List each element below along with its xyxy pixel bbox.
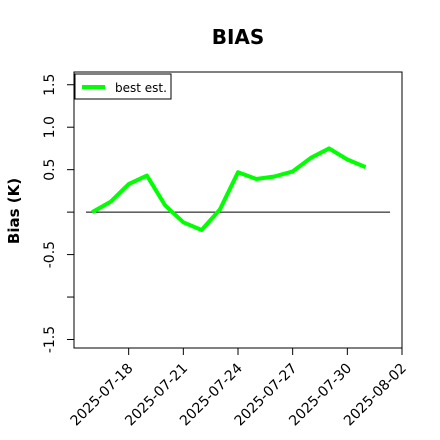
y-tick-label: 0.5	[42, 159, 58, 181]
plot-frame	[73, 71, 403, 349]
y-tick-label: 1.0	[42, 116, 58, 138]
y-tick-label: -0.5	[42, 241, 58, 268]
x-axis: 2025-07-182025-07-212025-07-242025-07-27…	[68, 348, 410, 429]
chart-title: BIAS	[212, 25, 265, 49]
y-axis: -1.5 -0.5 0.5 1.0 1.5	[42, 74, 74, 353]
y-axis-label: Bias (K)	[5, 178, 23, 244]
series-line-best-est	[91, 146, 367, 232]
y-tick-label: -1.5	[42, 326, 58, 353]
legend-label: best est.	[115, 81, 167, 95]
y-tick-label: 1.5	[42, 74, 58, 96]
legend: best est.	[74, 73, 172, 100]
series-layer	[91, 146, 367, 232]
